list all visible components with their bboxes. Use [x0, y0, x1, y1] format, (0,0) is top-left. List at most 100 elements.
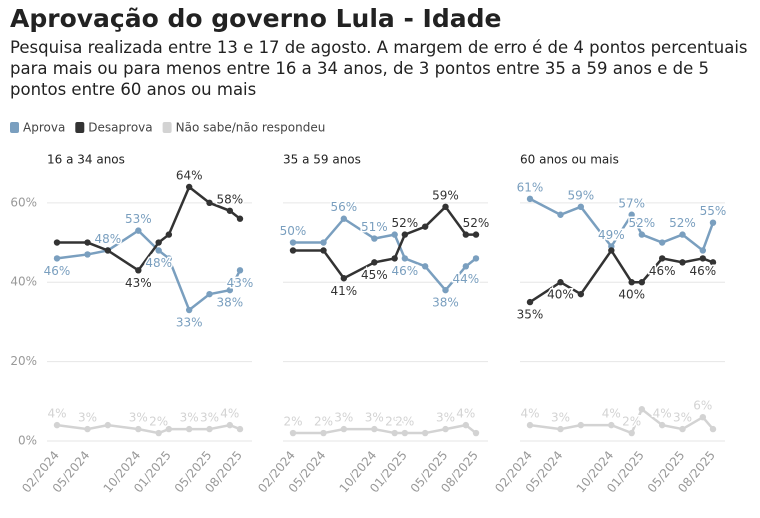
- point: [53, 255, 61, 262]
- point: [206, 290, 213, 298]
- series-line: [529, 197, 715, 253]
- point: [472, 255, 480, 262]
- point: [577, 290, 585, 298]
- point: [104, 247, 112, 254]
- point: [442, 286, 449, 294]
- data-label: 3%: [673, 411, 692, 425]
- data-label: 45%: [361, 268, 388, 282]
- legend-swatch: [10, 122, 19, 133]
- data-label: 58%: [216, 192, 243, 206]
- point: [472, 429, 480, 437]
- y-tick-label: 60%: [10, 195, 37, 209]
- point: [628, 429, 635, 437]
- point: [638, 406, 646, 413]
- data-label: 48%: [145, 256, 172, 270]
- point: [628, 211, 635, 218]
- point: [679, 259, 686, 266]
- data-label: 4%: [220, 407, 239, 421]
- title: Aprovação do governo Lula - Idade: [10, 4, 502, 33]
- data-label: 46%: [391, 264, 418, 278]
- series-line: [529, 248, 714, 304]
- data-label: 6%: [693, 399, 712, 413]
- data-label: 49%: [598, 228, 625, 242]
- data-label: 3%: [129, 411, 148, 425]
- point: [371, 425, 378, 433]
- point: [340, 215, 348, 222]
- point: [699, 255, 707, 262]
- point: [557, 279, 564, 286]
- point: [462, 421, 470, 429]
- panel-title: 16 a 34 anos: [47, 153, 125, 167]
- point: [608, 421, 615, 429]
- legend-swatch: [75, 122, 85, 133]
- legend-label: Aprova: [23, 121, 65, 135]
- data-label: 2%: [385, 415, 404, 429]
- point: [84, 251, 91, 258]
- point: [442, 425, 449, 433]
- point: [236, 267, 244, 274]
- data-label: 46%: [689, 264, 716, 278]
- point: [421, 223, 429, 230]
- data-label: 46%: [649, 264, 676, 278]
- series-line: [56, 423, 241, 435]
- point: [709, 425, 717, 433]
- data-label: 51%: [361, 220, 388, 234]
- point: [289, 247, 297, 254]
- y-tick-label: 0%: [18, 434, 37, 448]
- data-label: 44%: [452, 272, 479, 286]
- point: [84, 239, 91, 246]
- point: [699, 413, 707, 421]
- point: [135, 267, 142, 274]
- data-label: 43%: [125, 276, 152, 290]
- point: [226, 207, 234, 214]
- data-label: 55%: [700, 204, 727, 218]
- point: [679, 231, 686, 238]
- data-label: 52%: [669, 216, 696, 230]
- point: [371, 235, 378, 242]
- data-label: 2%: [283, 415, 302, 429]
- data-label: 46%: [44, 264, 71, 278]
- point: [206, 425, 213, 433]
- data-label: 40%: [547, 288, 574, 302]
- data-label: 64%: [176, 168, 203, 182]
- series-line: [56, 229, 242, 313]
- data-label: 4%: [653, 407, 672, 421]
- series-line: [529, 407, 714, 435]
- point: [526, 298, 534, 306]
- data-label: 2%: [622, 415, 641, 429]
- y-tick-label: 40%: [10, 275, 37, 289]
- point: [185, 183, 193, 191]
- point: [421, 429, 429, 437]
- point: [340, 275, 348, 282]
- point: [226, 421, 234, 429]
- point: [472, 231, 480, 238]
- point: [391, 255, 398, 262]
- point: [638, 231, 646, 238]
- data-label: 3%: [365, 411, 384, 425]
- point: [557, 211, 564, 218]
- data-label: 4%: [47, 407, 66, 421]
- data-label: 3%: [551, 411, 570, 425]
- point: [658, 421, 666, 429]
- point: [135, 425, 142, 433]
- point: [155, 239, 162, 246]
- point: [401, 231, 409, 238]
- data-label: 3%: [334, 411, 353, 425]
- data-label: 3%: [78, 411, 97, 425]
- data-label: 53%: [125, 212, 152, 226]
- point: [526, 421, 534, 429]
- point: [84, 425, 91, 433]
- panel-title: 60 anos ou mais: [520, 153, 619, 167]
- point: [421, 263, 429, 270]
- point: [638, 279, 646, 286]
- data-label: 52%: [391, 216, 418, 230]
- point: [526, 195, 534, 203]
- series-line: [293, 204, 476, 280]
- data-label: 43%: [227, 276, 254, 290]
- y-tick-label: 20%: [10, 354, 37, 368]
- point: [320, 429, 327, 437]
- point: [53, 239, 61, 246]
- data-label: 61%: [517, 180, 544, 194]
- point: [155, 247, 162, 254]
